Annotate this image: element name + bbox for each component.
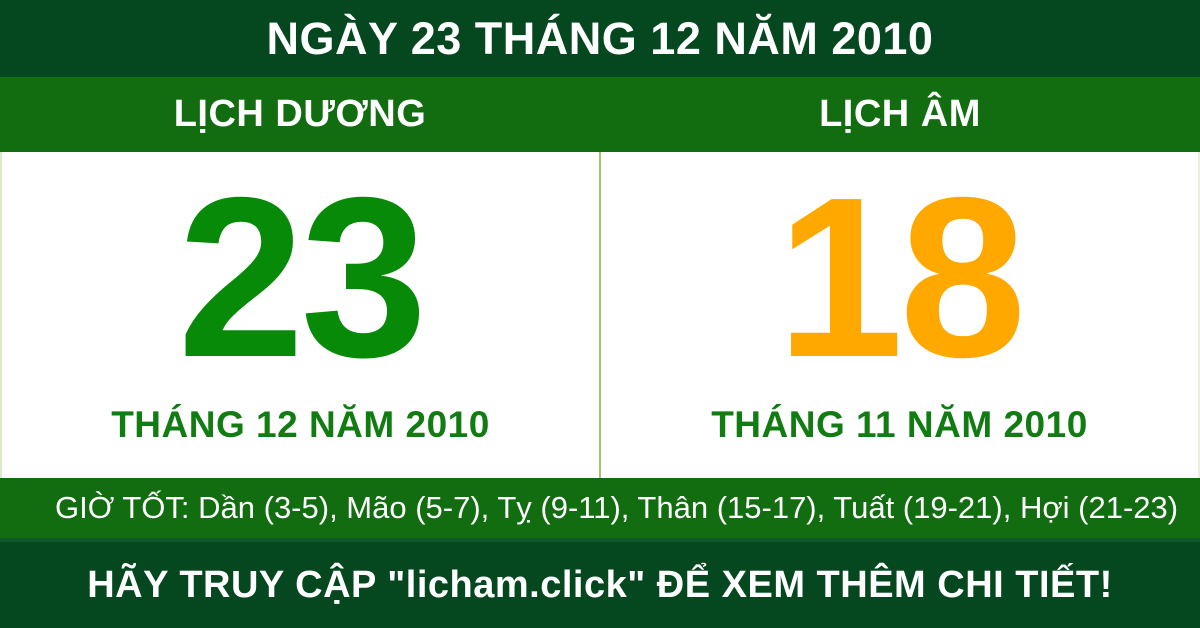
lunar-day-number: 18 <box>776 150 1027 405</box>
banner-footer: HÃY TRUY CẬP "licham.click" ĐỂ XEM THÊM … <box>0 542 1200 628</box>
lunar-calendar-label: LỊCH ÂM <box>819 93 981 135</box>
footer-cta-text: HÃY TRUY CẬP "licham.click" ĐỂ XEM THÊM … <box>87 563 1113 606</box>
solar-calendar-label: LỊCH DƯƠNG <box>173 93 427 135</box>
solar-panel: 23 THÁNG 12 NĂM 2010 <box>2 152 599 478</box>
date-title: NGÀY 23 THÁNG 12 NĂM 2010 <box>266 12 934 64</box>
solar-month-year: THÁNG 12 NĂM 2010 <box>111 404 490 445</box>
lunar-day-wrap: 18 <box>601 152 1198 404</box>
calendar-panels: 23 THÁNG 12 NĂM 2010 18 THÁNG 11 NĂM 201… <box>0 152 1200 478</box>
banner-header: NGÀY 23 THÁNG 12 NĂM 2010 <box>0 0 1200 77</box>
good-hours-text: GIỜ TỐT: Dần (3-5), Mão (5-7), Tỵ (9-11)… <box>55 490 1179 525</box>
calendar-type-band: LỊCH DƯƠNG LỊCH ÂM <box>0 77 1200 152</box>
good-hours-band: GIỜ TỐT: Dần (3-5), Mão (5-7), Tỵ (9-11)… <box>0 478 1200 542</box>
lunar-panel: 18 THÁNG 11 NĂM 2010 <box>601 152 1198 478</box>
solar-day-number: 23 <box>177 150 428 405</box>
panel-divider <box>599 152 601 478</box>
solar-day-wrap: 23 <box>2 152 599 404</box>
lunar-month-year: THÁNG 11 NĂM 2010 <box>711 404 1088 445</box>
